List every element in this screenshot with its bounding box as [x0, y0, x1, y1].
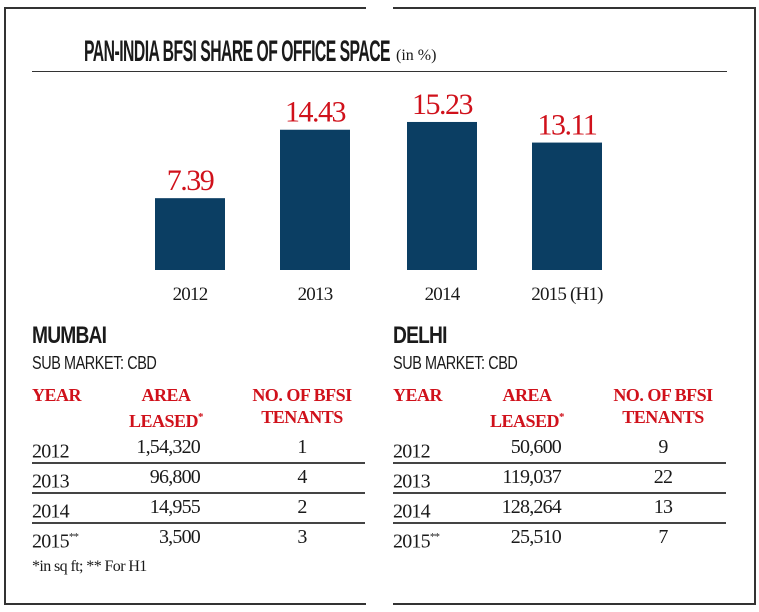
- value-label: 15.23: [412, 88, 473, 121]
- bar-2015 (H1): [532, 142, 602, 270]
- cell-tenants: 4: [297, 466, 307, 488]
- cell-year: 2015: [393, 530, 431, 553]
- table-row: 2012 50,600 9: [393, 432, 726, 464]
- cell-tenants: 1: [297, 436, 307, 458]
- sub-market: SUB MARKET: CBD: [32, 353, 157, 373]
- city-title: MUMBAI: [32, 322, 107, 349]
- cell-year: 2013: [393, 470, 431, 493]
- header-tenants: NO. OF BFSI TENANTS: [237, 384, 367, 428]
- cell-tenants: 22: [653, 466, 673, 488]
- category-label: 2015 (H1): [531, 284, 603, 305]
- cell-tenants: 9: [658, 436, 668, 458]
- header-tenants-line1: NO. OF BFSI: [613, 385, 713, 405]
- city-title: DELHI: [393, 322, 447, 349]
- cell-area: 25,510: [510, 526, 562, 548]
- header-area-line1: AREA: [141, 385, 191, 405]
- value-label: 13.11: [538, 109, 597, 142]
- title-unit: (in %): [396, 47, 437, 64]
- frame-border: [4, 7, 366, 9]
- frame-border: [393, 7, 756, 9]
- frame-border: [393, 603, 756, 605]
- header-year: YEAR: [32, 385, 82, 405]
- header-tenants-line1: NO. OF BFSI: [252, 385, 352, 405]
- cell-tenants: 7: [658, 526, 668, 548]
- title-box: PAN-INDIA BFSI SHARE OF OFFICE SPACE: [84, 34, 391, 70]
- category-label: 2014: [425, 284, 461, 305]
- value-label: 7.39: [167, 164, 214, 197]
- table-row: 2015** 25,510 7: [393, 522, 726, 553]
- cell-year: 2012: [393, 440, 431, 463]
- cell-year: 2012: [32, 440, 70, 463]
- cell-area: 119,037: [502, 466, 561, 488]
- cell-area: 3,500: [158, 526, 201, 548]
- header-area-line2: LEASED: [128, 411, 199, 431]
- cell-area: 50,600: [510, 436, 562, 458]
- frame-border: [4, 603, 366, 605]
- category-label: 2013: [298, 284, 333, 305]
- sub-market: SUB MARKET: CBD: [393, 353, 518, 373]
- table-row: 2013 96,800 4: [32, 462, 365, 494]
- table-row: 2012 1,54,320 1: [32, 432, 365, 464]
- footnote: *in sq ft; ** For H1: [32, 558, 147, 575]
- table-row: 2014 14,955 2: [32, 492, 365, 524]
- category-label: 2012: [173, 284, 208, 305]
- frame-border: [4, 7, 6, 605]
- header-area-mark: *: [198, 411, 204, 423]
- header-area-line1: AREA: [502, 385, 552, 405]
- cell-tenants: 3: [297, 526, 307, 548]
- cell-area: 96,800: [149, 466, 201, 488]
- cell-year: 2014: [32, 500, 70, 523]
- bar-chart: 7.39 2012 14.43 2013 15.23 2014 13.11 2015 (H1): [155, 88, 604, 305]
- table-row: 2015** 3,500 3: [32, 522, 365, 553]
- cell-area: 128,264: [501, 496, 562, 518]
- title-text: PAN-INDIA BFSI SHARE OF OFFICE SPACE: [84, 35, 391, 68]
- cell-year: 2014: [393, 500, 431, 523]
- cell-tenants: 13: [653, 496, 673, 518]
- header-area-line2: LEASED: [489, 411, 560, 431]
- header-year: YEAR: [393, 385, 443, 405]
- title-divider: [32, 71, 727, 72]
- table-row: 2013 119,037 22: [393, 462, 726, 494]
- cell-year: 2015: [32, 530, 70, 553]
- value-label: 14.43: [285, 96, 346, 129]
- header-tenants: NO. OF BFSI TENANTS: [598, 384, 728, 428]
- header-area: AREA LEASED*: [116, 384, 216, 432]
- header-tenants-line2: TENANTS: [261, 407, 343, 427]
- cell-year-mark: **: [68, 531, 79, 543]
- header-area-mark: *: [559, 411, 565, 423]
- cell-area: 14,955: [149, 496, 201, 518]
- bar-2014: [407, 121, 477, 270]
- bar-2012: [155, 198, 225, 270]
- cell-area: 1,54,320: [136, 436, 200, 458]
- cell-year: 2013: [32, 470, 70, 493]
- cell-tenants: 2: [297, 496, 307, 518]
- cell-year-mark: **: [429, 531, 440, 543]
- bar-2013: [280, 129, 350, 270]
- header-tenants-line2: TENANTS: [622, 407, 704, 427]
- frame-border: [754, 7, 756, 605]
- table-row: 2014 128,264 13: [393, 492, 726, 524]
- header-area: AREA LEASED*: [477, 384, 577, 432]
